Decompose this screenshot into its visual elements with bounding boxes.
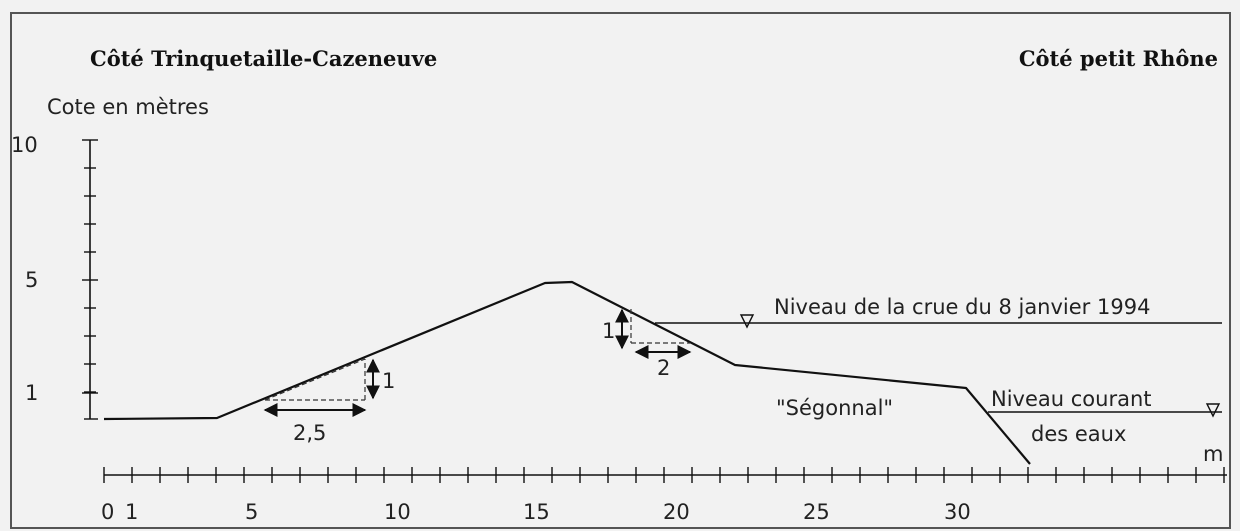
x-tick-label-15: 15 — [523, 500, 550, 524]
y-tick-label-5: 5 — [25, 268, 38, 292]
segonnal-label: "Ségonnal" — [776, 396, 893, 420]
x-tick-label-1: 1 — [125, 500, 138, 524]
x-tick-label-5: 5 — [245, 500, 258, 524]
left-slope-vertical-label: 1 — [382, 369, 395, 393]
frame-border — [10, 12, 1231, 529]
x-tick-label-30: 30 — [944, 500, 971, 524]
header-left: Côté Trinquetaille-Cazeneuve — [90, 46, 437, 71]
x-tick-label-0: 0 — [101, 500, 114, 524]
left-slope-indicator — [263, 358, 380, 417]
y-tick-label-10: 10 — [11, 133, 38, 157]
flood-level-label: Niveau de la crue du 8 janvier 1994 — [774, 295, 1150, 319]
right-slope-vertical-label: 1 — [602, 319, 615, 343]
x-tick-label-25: 25 — [803, 500, 830, 524]
x-axis — [103, 467, 1227, 483]
x-axis-unit: m — [1203, 442, 1223, 466]
header-right: Côté petit Rhône — [1019, 46, 1218, 71]
water-level-label-line1: Niveau courant — [991, 387, 1152, 411]
x-tick-label-20: 20 — [663, 500, 690, 524]
flood-level-line — [655, 314, 1222, 329]
x-tick-label-10: 10 — [384, 500, 411, 524]
y-tick-label-1: 1 — [25, 381, 38, 405]
y-axis-title: Cote en mètres — [47, 95, 209, 119]
right-slope-indicator — [615, 308, 692, 359]
y-axis — [82, 139, 98, 420]
water-level-label-line2: des eaux — [1031, 422, 1126, 446]
left-slope-horizontal-label: 2,5 — [293, 421, 326, 445]
right-slope-horizontal-label: 2 — [657, 356, 670, 380]
levee-profile — [103, 280, 1031, 465]
water-level-line — [988, 403, 1222, 418]
